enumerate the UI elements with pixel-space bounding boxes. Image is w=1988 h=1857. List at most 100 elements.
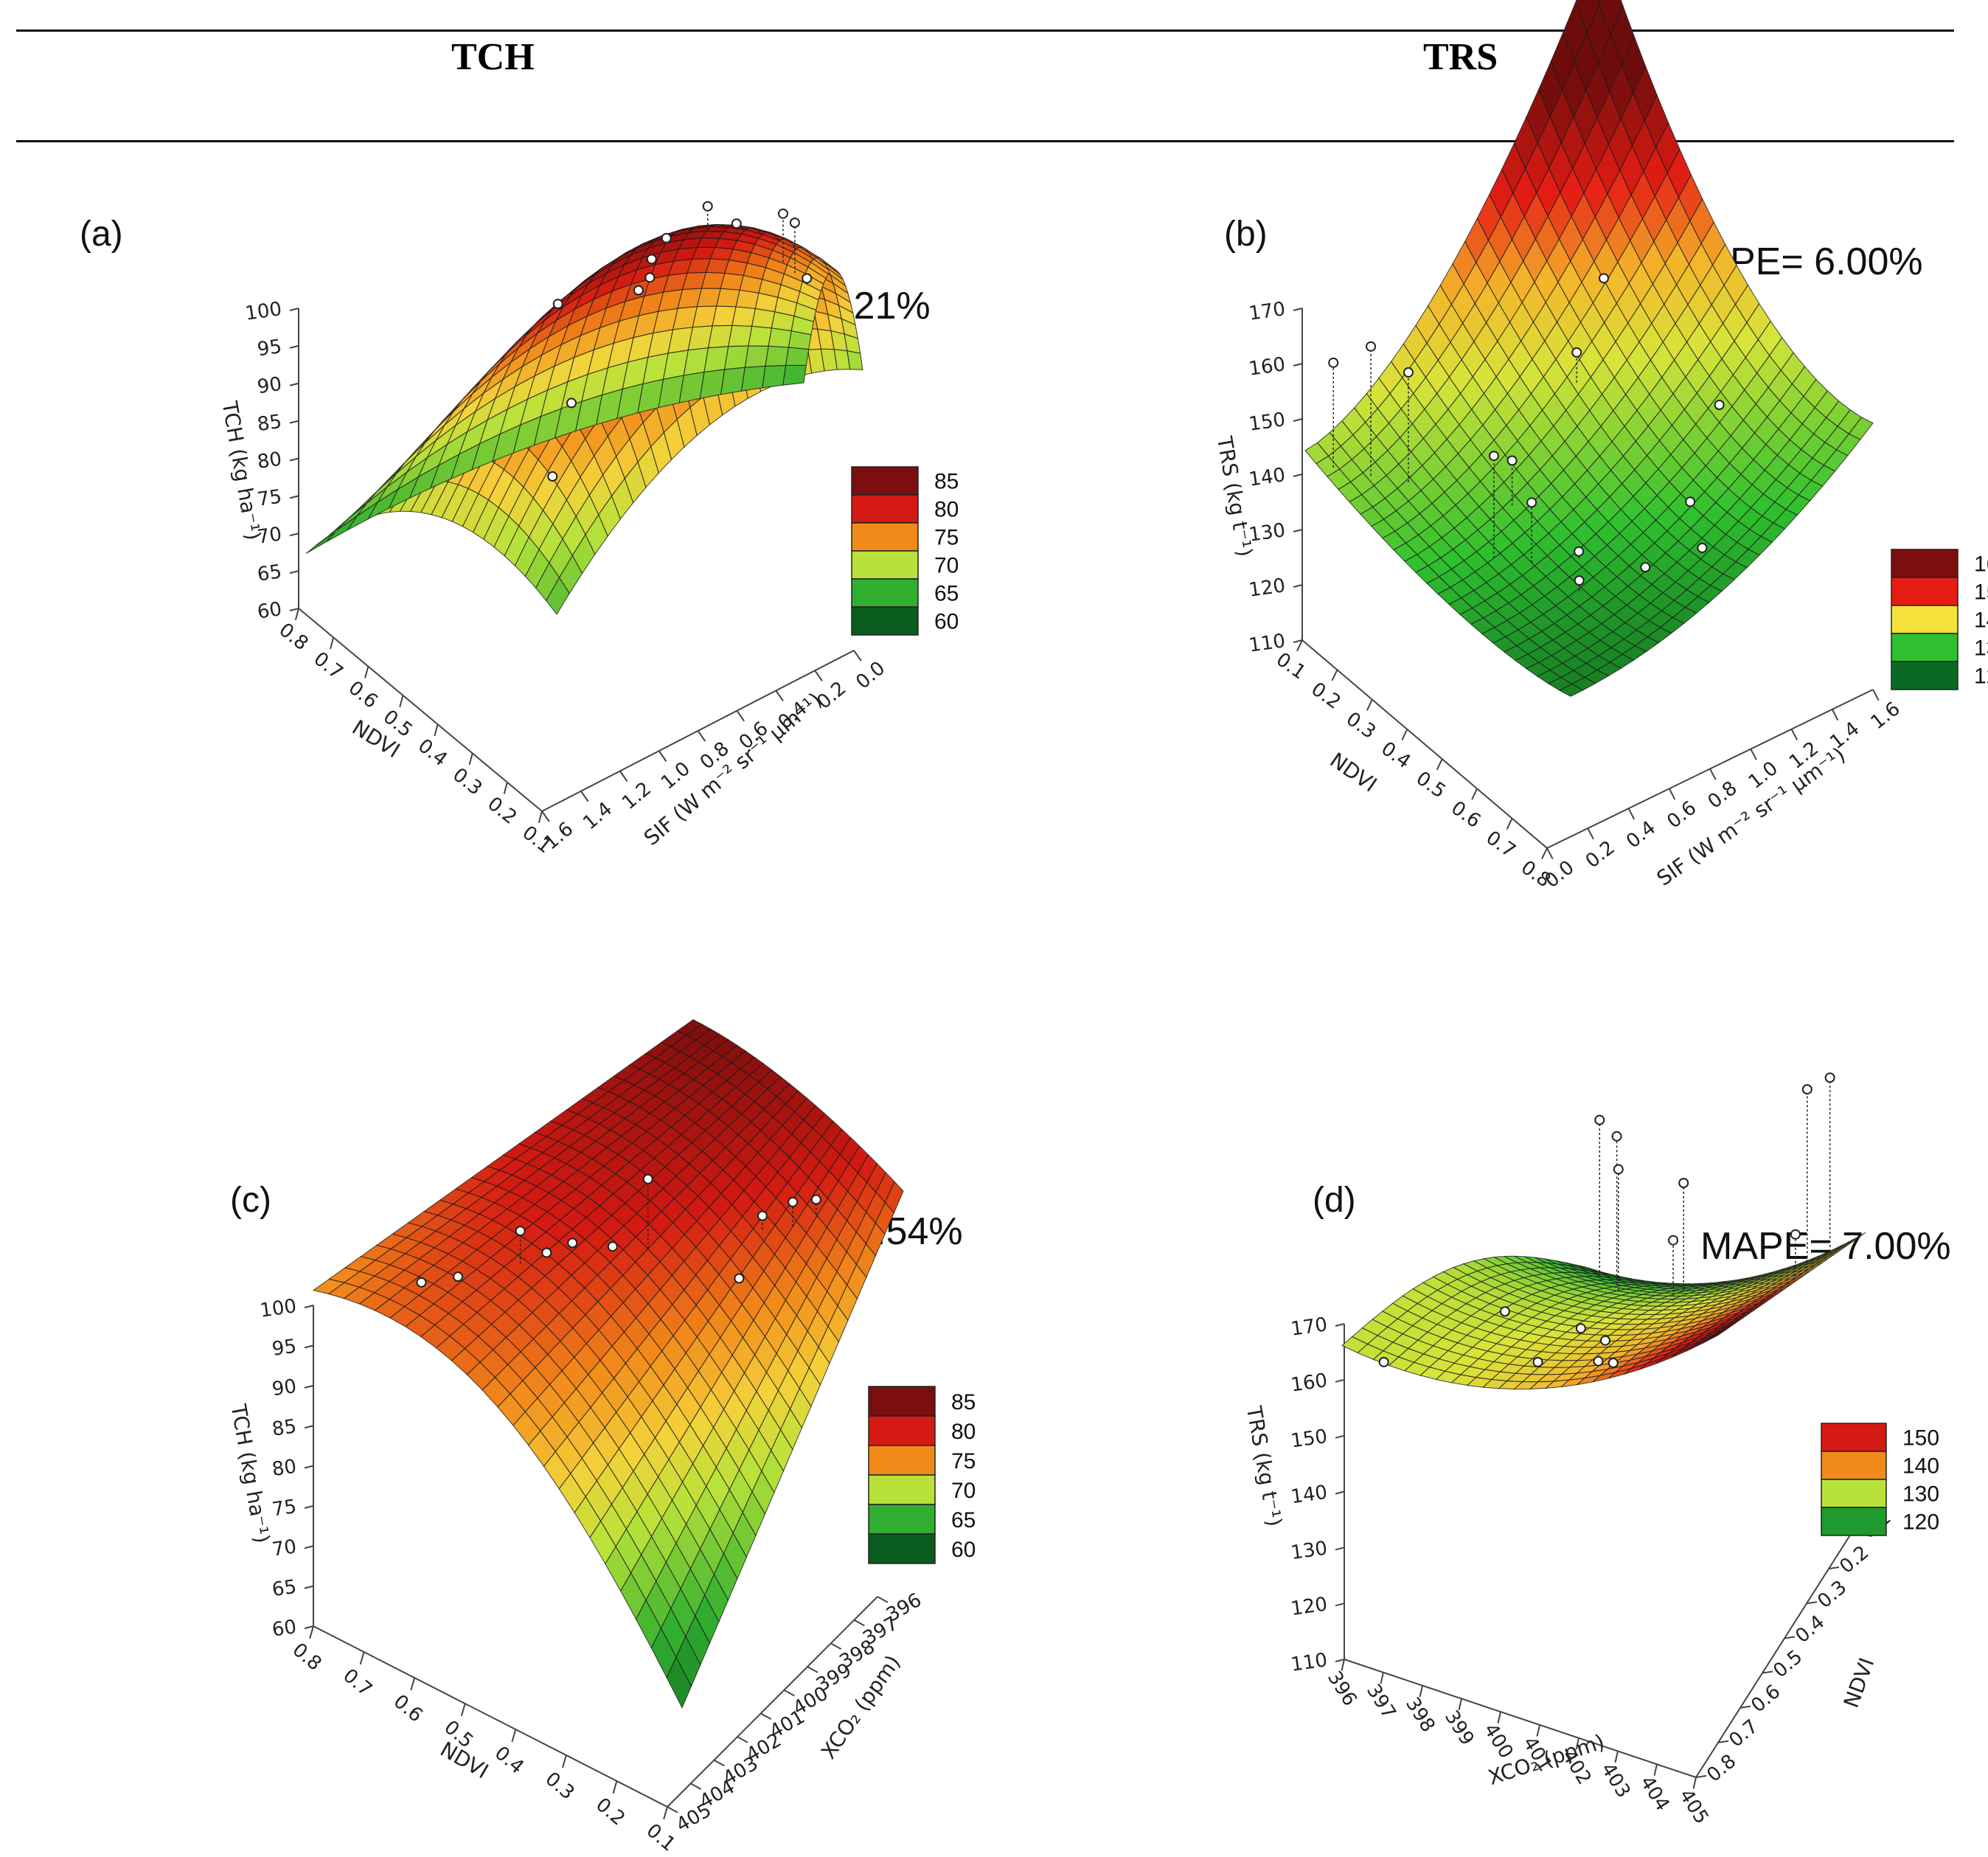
y-tick [853,1619,865,1627]
legend: 85 80 75 70 65 60 [851,466,959,636]
y-tick [713,1759,725,1767]
y-tick [580,791,589,802]
z-tick-label: 90 [271,1375,298,1400]
data-point [1328,357,1339,368]
data-point [1366,341,1377,352]
y-tick [1762,1670,1773,1674]
z-tick-label: 90 [256,373,283,398]
data-point [1403,367,1414,378]
z-tick [304,1384,314,1389]
x-tick [1653,1764,1658,1776]
x-tick [434,723,439,737]
z-tick [1293,529,1303,532]
y-axis-line [667,1596,878,1808]
surface-cell [785,347,810,366]
data-point [541,1247,552,1258]
data-point [802,273,813,284]
x-tick-label: 0.1 [642,1819,680,1856]
data-point [453,1271,464,1282]
legend-swatch [868,1504,936,1535]
y-tick-label: 0.3 [1813,1576,1851,1613]
y-tick [737,1736,748,1743]
z-tick [1335,1490,1345,1495]
y-tick-label: 0.4 [1791,1611,1829,1648]
x-tick [1692,1777,1697,1789]
observation-points [1378,1072,1835,1368]
z-tick [304,1305,314,1308]
surface-mesh [305,223,863,615]
x-tick [511,1729,517,1743]
x-tick [294,608,299,621]
z-tick [304,1504,314,1509]
y-tick-label: 1.4 [579,798,616,835]
z-tick [289,382,299,386]
x-tick-label: 400 [1479,1720,1518,1763]
x-tick [503,782,508,794]
panel-label-a: (a) [80,215,123,254]
z-tick [1293,363,1303,367]
data-point [633,285,644,296]
data-point [1526,497,1537,508]
surface-cell [744,345,769,368]
surface-cell [847,350,863,371]
y-tick [1587,827,1594,840]
x-tick-label: 0.6 [1447,797,1484,833]
z-tick [304,1625,314,1629]
y-axis-line [1695,1533,1852,1778]
legend-label: 13 [1974,636,1988,661]
legend-swatch [1891,605,1959,634]
data-point [646,254,657,265]
panel-label-c: (c) [230,1181,271,1220]
x-tick [1575,1738,1579,1750]
y-tick [667,1806,678,1813]
x-tick-label: 0.7 [1482,827,1520,862]
y-tick [619,770,628,782]
y-tick-label: 0.7 [1725,1715,1762,1752]
z-tick-label: 80 [256,448,283,473]
legend-label: 120 [1902,1510,1939,1535]
x-tick [663,1806,668,1820]
y-tick-label: 0.4 [1622,816,1660,853]
legend-swatch [1891,577,1959,606]
legend-swatch [851,606,919,636]
x-tick-label: 0.3 [541,1768,579,1805]
x-tick [538,811,543,824]
z-tick-label: 80 [271,1456,298,1481]
z-tick [1293,308,1303,311]
z-tick-label: 140 [1248,464,1287,491]
legend-swatch [851,578,919,608]
legend-label: 65 [934,582,959,606]
legend-swatch [868,1445,936,1476]
y-tick [877,1596,889,1603]
y-tick [814,670,823,681]
z-tick-label: 95 [271,1336,298,1361]
surface-cell [748,325,773,347]
x-tick [1380,1672,1384,1684]
y-tick-label: 1.2 [618,778,656,815]
surface-mesh [1341,1232,1866,1390]
y-tick [1695,1774,1707,1778]
y-tick [697,730,706,742]
z-tick-label: 65 [271,1576,298,1601]
data-point [777,208,788,219]
x-tick [1331,669,1338,681]
x-tick [1536,1724,1540,1737]
panel-label-d: (d) [1313,1181,1356,1220]
surface-cell [762,364,787,389]
data-point [1611,1131,1622,1142]
x-tick [364,666,369,678]
x-tick-label: 398 [1401,1693,1439,1736]
y-tick [1627,808,1636,820]
y-tick-label: 0.6 [1663,797,1700,833]
y-tick [658,750,667,762]
data-point [1824,1072,1835,1083]
y-tick-label: 0.2 [1582,836,1619,872]
z-tick [289,495,299,499]
x-tick [1366,699,1373,711]
z-tick-label: 100 [244,298,283,325]
legend-label: 85 [934,470,959,494]
y-tick-label: 0.8 [1703,1750,1740,1787]
legend-label: 75 [934,526,959,550]
x-tick [1436,758,1443,771]
